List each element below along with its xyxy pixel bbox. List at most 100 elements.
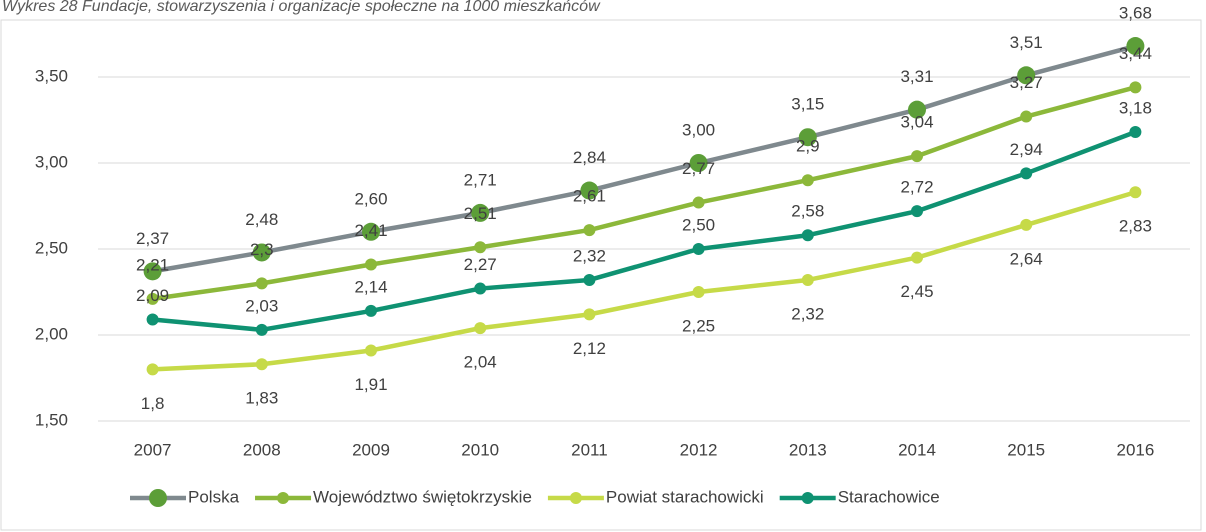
- point: [474, 322, 487, 335]
- point: [798, 128, 817, 147]
- point: [474, 241, 487, 254]
- series-line: [152, 85, 1136, 302]
- data-label: 3,15: [791, 95, 824, 114]
- point: [146, 363, 159, 376]
- y-tick-label: 2,00: [35, 324, 68, 343]
- data-label: 3,51: [1010, 33, 1043, 52]
- data-label: 3,31: [900, 67, 933, 86]
- point: [365, 258, 377, 271]
- data-label: 2,48: [245, 210, 278, 229]
- data-label: 2,41: [354, 221, 387, 240]
- data-label: 2,94: [1010, 140, 1043, 159]
- y-tick-label: 2,50: [35, 238, 68, 257]
- point: [365, 344, 377, 357]
- data-label: 2,58: [791, 202, 824, 221]
- point: [580, 181, 599, 200]
- data-label: 2,61: [573, 187, 606, 206]
- point: [1129, 186, 1142, 199]
- data-label: 2,03: [245, 296, 278, 315]
- y-tick-label: 3,00: [35, 152, 68, 171]
- data-label: 2,83: [1119, 217, 1152, 236]
- y-tick-label: 1,50: [35, 410, 68, 429]
- point: [474, 282, 487, 295]
- x-tick-label: 2013: [789, 440, 827, 459]
- data-label: 2,32: [791, 304, 824, 323]
- data-label: 1,91: [354, 375, 387, 394]
- data-label: 2,84: [573, 148, 606, 167]
- legend-label: Województwo świętokrzyskie: [313, 487, 532, 506]
- x-tick-label: 2016: [1116, 440, 1154, 459]
- data-label: 3,68: [1119, 4, 1152, 23]
- x-tick-label: 2014: [898, 440, 936, 459]
- data-label: 2,51: [464, 204, 497, 223]
- point: [252, 243, 271, 262]
- data-label: 2,3: [250, 240, 274, 259]
- x-tick-label: 2011: [571, 440, 608, 459]
- data-label: 1,83: [245, 389, 278, 408]
- data-label: 2,09: [136, 286, 169, 305]
- data-label: 2,64: [1010, 249, 1043, 268]
- point: [911, 150, 923, 163]
- x-tick-label: 2008: [243, 440, 281, 459]
- x-tick-label: 2015: [1007, 440, 1045, 459]
- point: [1129, 126, 1142, 139]
- point: [255, 277, 268, 290]
- point: [255, 323, 268, 336]
- data-label: 2,12: [573, 339, 606, 358]
- data-label: 1,8: [141, 394, 165, 413]
- data-label: 2,14: [354, 277, 387, 296]
- data-label: 2,27: [464, 255, 497, 274]
- y-tick-label: 3,50: [35, 66, 68, 85]
- data-label: 2,60: [354, 189, 387, 208]
- data-label: 2,45: [900, 282, 933, 301]
- legend-marker: [801, 492, 814, 504]
- point: [583, 224, 596, 237]
- data-label: 2,50: [682, 215, 715, 234]
- legend-label: Powiat starachowicki: [606, 487, 764, 506]
- series-line: [152, 43, 1136, 274]
- series-line: [152, 129, 1137, 333]
- legend-marker: [149, 489, 167, 507]
- legend-label: Starachowice: [838, 487, 940, 506]
- point: [689, 154, 708, 172]
- point: [692, 196, 705, 209]
- data-label: 3,18: [1119, 99, 1152, 118]
- x-tick-label: 2010: [461, 440, 499, 459]
- point: [1020, 218, 1033, 231]
- point: [692, 286, 705, 298]
- data-label: 2,25: [682, 316, 715, 335]
- point: [911, 205, 923, 218]
- data-label: 3,44: [1119, 44, 1152, 63]
- x-tick-label: 2012: [680, 440, 718, 459]
- point: [1017, 66, 1036, 85]
- x-tick-label: 2009: [352, 440, 390, 459]
- point: [583, 308, 596, 321]
- data-label: 2,71: [464, 170, 497, 189]
- data-label: 3,04: [900, 113, 933, 132]
- point: [365, 304, 377, 317]
- point: [1126, 37, 1145, 56]
- data-label: 3,27: [1010, 73, 1043, 92]
- point: [143, 262, 162, 281]
- point: [908, 100, 926, 119]
- data-label: 2,72: [900, 178, 933, 197]
- point: [362, 222, 380, 241]
- data-label: 2,37: [136, 229, 169, 248]
- chart-title: Wykres 28 Fundacje, stowarzyszenia i org…: [2, 0, 601, 15]
- series-line: [152, 190, 1137, 372]
- legend-marker: [569, 492, 582, 504]
- point: [146, 313, 159, 326]
- point: [911, 251, 923, 264]
- point: [1020, 110, 1033, 123]
- point: [1129, 81, 1142, 94]
- point: [801, 273, 814, 286]
- point: [583, 273, 596, 286]
- point: [801, 174, 814, 187]
- point: [255, 358, 268, 371]
- data-label: 2,21: [136, 255, 169, 274]
- data-label: 3,00: [682, 120, 715, 139]
- point: [146, 292, 159, 305]
- point: [471, 203, 490, 222]
- data-label: 2,9: [796, 137, 820, 156]
